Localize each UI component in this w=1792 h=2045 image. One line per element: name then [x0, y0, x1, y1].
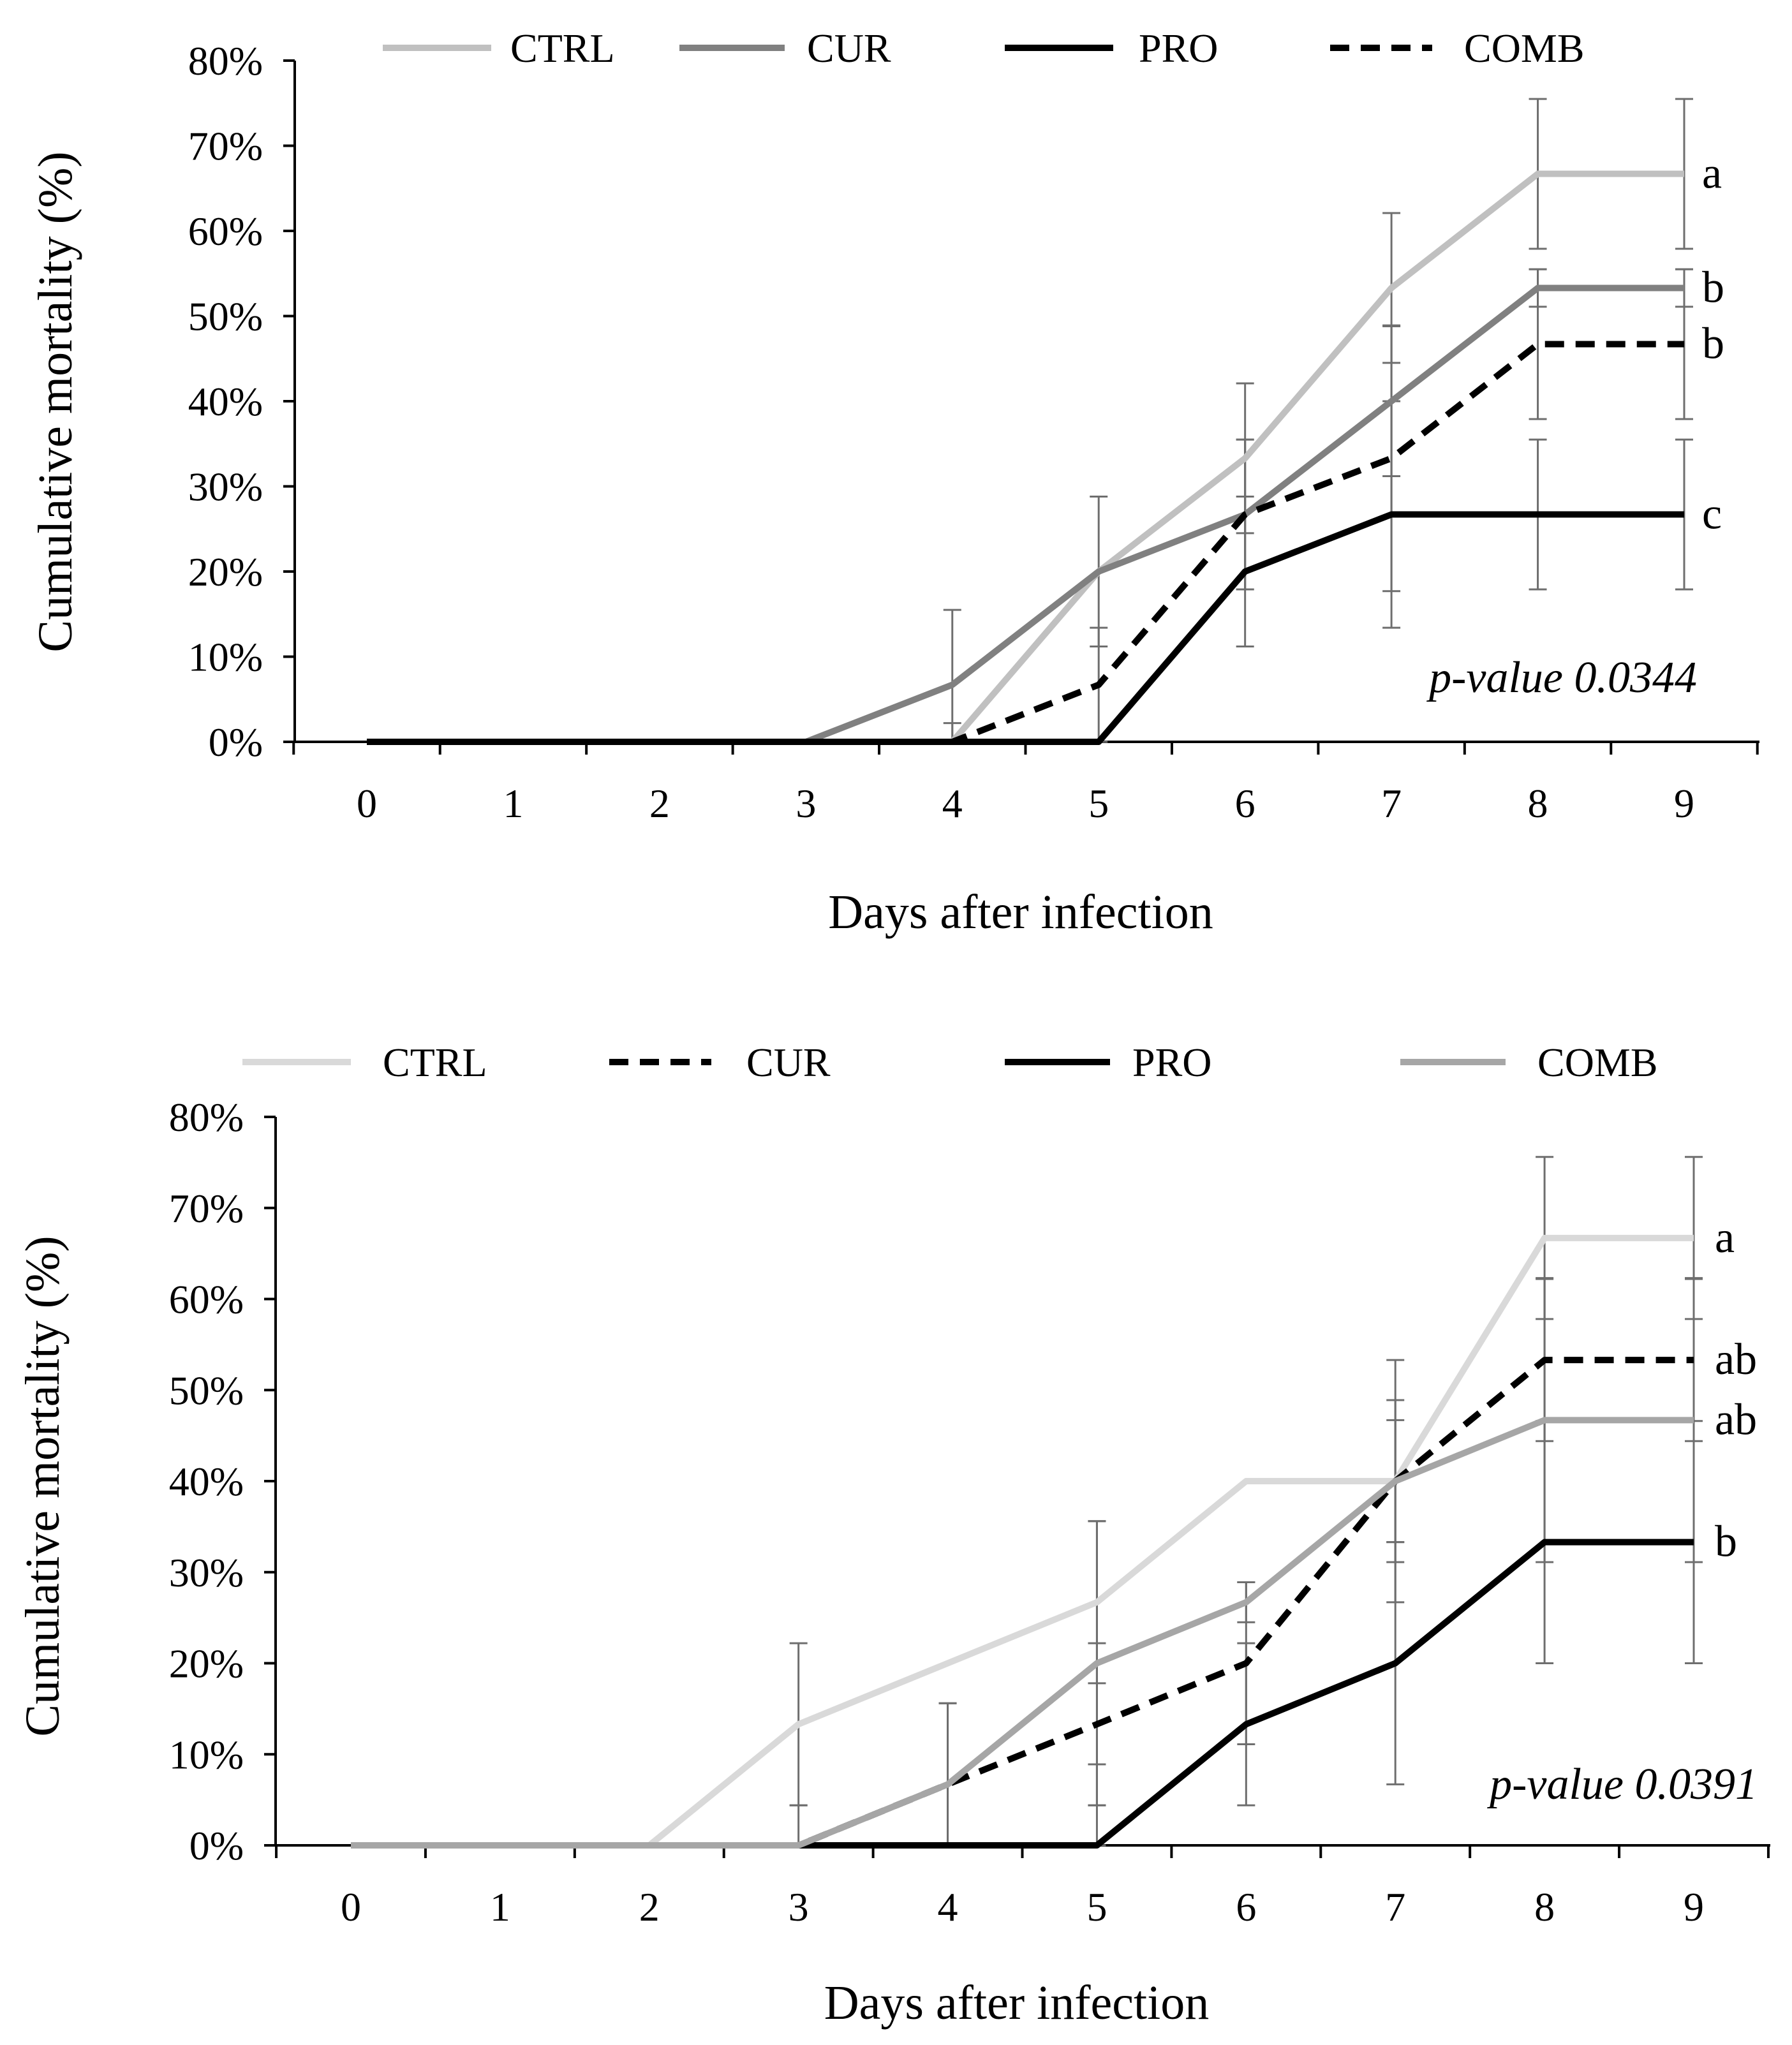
- y-tick-label: 30%: [169, 1550, 244, 1595]
- y-axis-title: Cumulative mortality (%): [29, 151, 82, 652]
- x-tick-label: 2: [649, 781, 670, 826]
- x-tick-label: 4: [938, 1884, 958, 1930]
- x-tick-label: 0: [341, 1884, 361, 1930]
- legend-label-comb: COMB: [1464, 26, 1585, 71]
- series-line-comb: [351, 1417, 1694, 1849]
- y-tick-label: 10%: [169, 1732, 244, 1777]
- significance-letter: ab: [1715, 1335, 1757, 1384]
- x-tick-label: 5: [1088, 781, 1109, 826]
- x-tick-label: 3: [796, 781, 816, 826]
- y-tick-label: 60%: [169, 1277, 244, 1322]
- y-tick-label: 40%: [169, 1459, 244, 1504]
- p-value-annotation: p-value 0.0391: [1486, 1760, 1758, 1809]
- x-tick-label: 7: [1385, 1884, 1405, 1930]
- x-tick-label: 4: [942, 781, 963, 826]
- significance-letter: a: [1715, 1213, 1735, 1262]
- y-tick-label: 20%: [188, 549, 263, 594]
- x-tick-label: 5: [1086, 1884, 1107, 1930]
- x-tick-label: 7: [1381, 781, 1402, 826]
- y-tick-label: 0%: [189, 1823, 244, 1868]
- y-tick-label: 70%: [169, 1186, 244, 1231]
- x-tick-label: 2: [639, 1884, 660, 1930]
- x-tick-label: 1: [490, 1884, 510, 1930]
- legend-label-ctrl: CTRL: [383, 1040, 487, 1085]
- x-tick-label: 8: [1534, 1884, 1555, 1930]
- x-tick-label: 8: [1528, 781, 1548, 826]
- y-tick-label: 40%: [188, 379, 263, 424]
- y-tick-label: 10%: [188, 635, 263, 680]
- x-tick-label: 0: [357, 781, 377, 826]
- y-tick-label: 20%: [169, 1641, 244, 1687]
- legend-label-cur: CUR: [807, 26, 891, 71]
- x-axis-title: Days after infection: [824, 1976, 1210, 2030]
- p-value-annotation: p-value 0.0344: [1426, 653, 1697, 702]
- legend-label-pro: PRO: [1132, 1040, 1212, 1085]
- significance-letter: b: [1702, 320, 1724, 369]
- y-tick-label: 0%: [209, 720, 263, 765]
- legend-label-pro: PRO: [1139, 26, 1218, 71]
- x-axis-title: Days after infection: [828, 885, 1213, 939]
- x-tick-label: 6: [1236, 1884, 1256, 1930]
- significance-letter: a: [1702, 149, 1722, 198]
- series-line-comb: [367, 341, 1684, 745]
- y-tick-label: 60%: [188, 209, 263, 254]
- significance-letter: b: [1715, 1517, 1737, 1567]
- y-tick-label: 50%: [169, 1368, 244, 1413]
- legend-label-ctrl: CTRL: [510, 26, 615, 71]
- significance-letter: c: [1702, 490, 1722, 539]
- y-axis-title: Cumulative mortality (%): [16, 1236, 70, 1736]
- chart-panel-top: 0% 10% 20% 30% 40% 50% 60% 70% 80% 0 1 2 3 4 5 6 7 8 9 Days…: [29, 26, 1759, 939]
- y-tick-label: 30%: [188, 464, 263, 510]
- x-tick-label: 9: [1684, 1884, 1704, 1930]
- x-tick-label: 3: [789, 1884, 809, 1930]
- significance-letter: ab: [1715, 1395, 1757, 1444]
- y-tick-label: 80%: [169, 1095, 244, 1140]
- x-tick-label: 9: [1674, 781, 1694, 826]
- y-tick-label: 80%: [188, 38, 263, 84]
- x-tick-label: 6: [1235, 781, 1255, 826]
- y-tick-label: 50%: [188, 294, 263, 339]
- significance-letter: b: [1702, 263, 1724, 312]
- legend-label-comb: COMB: [1537, 1040, 1658, 1085]
- y-tick-label: 70%: [188, 124, 263, 169]
- chart-panel-bottom: 0% 10% 20% 30% 40% 50% 60% 70% 80% 0 1 2 3 4 5 6 7 8 9 Days…: [16, 1040, 1770, 2030]
- legend-label-cur: CUR: [746, 1040, 831, 1085]
- x-tick-label: 1: [503, 781, 523, 826]
